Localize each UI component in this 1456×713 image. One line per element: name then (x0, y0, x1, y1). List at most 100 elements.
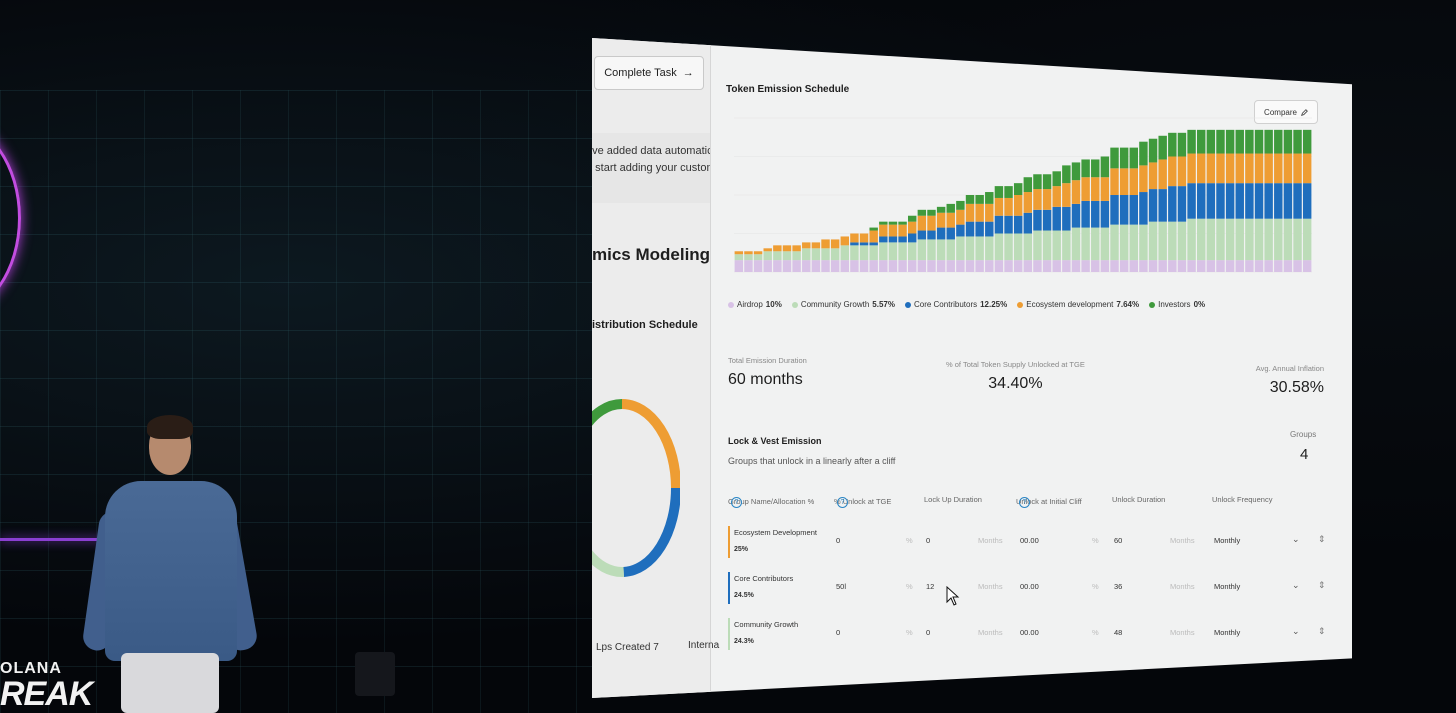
chart-bar-segment[interactable] (744, 260, 753, 272)
chart-bar-segment[interactable] (1245, 260, 1254, 272)
chart-bar-segment[interactable] (1110, 147, 1119, 169)
drag-handle-icon[interactable]: ⇕ (1318, 626, 1326, 636)
chart-bar-segment[interactable] (936, 206, 946, 213)
chart-bar-segment[interactable] (840, 260, 849, 272)
chart-bar-segment[interactable] (1177, 132, 1187, 157)
chart-bar-segment[interactable] (1264, 183, 1273, 219)
chart-bar-segment[interactable] (1197, 260, 1206, 272)
chart-bar-segment[interactable] (1187, 183, 1196, 219)
chart-bar-segment[interactable] (1042, 260, 1052, 272)
chart-bar-segment[interactable] (811, 260, 821, 272)
chart-bar-segment[interactable] (782, 260, 792, 272)
chart-bar-segment[interactable] (1177, 156, 1187, 187)
chart-bar-segment[interactable] (1139, 260, 1148, 272)
chart-bar-segment[interactable] (1225, 153, 1235, 184)
chart-bar-segment[interactable] (1302, 183, 1312, 219)
chart-bar-segment[interactable] (879, 260, 888, 272)
chart-bar-segment[interactable] (1139, 165, 1148, 193)
chart-bar-segment[interactable] (936, 239, 946, 261)
chart-bar-segment[interactable] (1293, 183, 1302, 219)
chart-bar-segment[interactable] (994, 260, 1004, 272)
chart-bar-segment[interactable] (1081, 200, 1090, 228)
chart-bar-segment[interactable] (802, 242, 811, 249)
chart-bar-segment[interactable] (1071, 180, 1081, 204)
chart-bar-segment[interactable] (1091, 227, 1100, 261)
chart-bar-segment[interactable] (1110, 168, 1119, 195)
chart-bar-segment[interactable] (1004, 186, 1013, 198)
chart-bar-segment[interactable] (850, 233, 859, 243)
chart-bar-segment[interactable] (1177, 221, 1187, 261)
chart-bar-segment[interactable] (1119, 260, 1129, 272)
help-icon[interactable]: ? (837, 497, 848, 508)
chart-bar-segment[interactable] (927, 239, 936, 261)
chart-bar-segment[interactable] (946, 212, 955, 228)
chart-bar-segment[interactable] (898, 224, 907, 237)
chart-bar-segment[interactable] (1023, 212, 1033, 234)
chart-bar-segment[interactable] (1283, 129, 1293, 154)
chart-bar-segment[interactable] (985, 192, 994, 204)
chart-bar-segment[interactable] (985, 236, 994, 261)
chart-bar-segment[interactable] (1042, 230, 1052, 261)
chart-bar-segment[interactable] (1110, 224, 1119, 261)
chart-bar-segment[interactable] (1013, 215, 1023, 234)
chart-bar-segment[interactable] (994, 186, 1004, 198)
chart-bar-segment[interactable] (802, 248, 811, 261)
complete-task-button[interactable]: Complete Task → (594, 56, 704, 90)
chevron-down-icon[interactable]: ⌄ (1292, 534, 1300, 544)
donut-segment[interactable] (568, 399, 623, 495)
chart-bar-segment[interactable] (1254, 183, 1264, 219)
chart-bar-segment[interactable] (1052, 206, 1061, 231)
chart-bar-segment[interactable] (898, 236, 907, 243)
chart-bar-segment[interactable] (1119, 147, 1129, 169)
chart-bar-segment[interactable] (821, 248, 830, 261)
chart-bar-segment[interactable] (1216, 260, 1225, 272)
chart-bar-segment[interactable] (1168, 156, 1177, 187)
chart-bar-segment[interactable] (908, 221, 917, 234)
unlock-tge-input[interactable]: 0 (836, 628, 841, 637)
chart-bar-segment[interactable] (1187, 218, 1196, 261)
chart-bar-segment[interactable] (946, 203, 955, 213)
chart-bar-segment[interactable] (1100, 260, 1110, 272)
chart-bar-segment[interactable] (1274, 260, 1283, 272)
chevron-down-icon[interactable]: ⌄ (1292, 580, 1300, 590)
chart-bar-segment[interactable] (773, 245, 782, 252)
chart-bar-segment[interactable] (1062, 230, 1071, 261)
chart-bar-segment[interactable] (994, 233, 1004, 261)
chart-bar-segment[interactable] (1148, 221, 1158, 261)
chart-bar-segment[interactable] (1206, 260, 1216, 272)
chart-bar-segment[interactable] (1235, 129, 1244, 154)
chart-bar-segment[interactable] (917, 209, 927, 216)
chart-bar-segment[interactable] (1062, 165, 1071, 184)
chart-bar-segment[interactable] (936, 212, 946, 228)
chart-bar-segment[interactable] (908, 215, 917, 222)
chart-bar-segment[interactable] (975, 260, 984, 272)
chart-bar-segment[interactable] (1187, 129, 1196, 154)
chart-bar-segment[interactable] (1158, 135, 1167, 160)
chart-bar-segment[interactable] (1004, 233, 1013, 261)
chart-bar-segment[interactable] (1302, 129, 1312, 154)
chart-bar-segment[interactable] (917, 230, 927, 240)
donut-segment[interactable] (568, 494, 624, 577)
chart-bar-segment[interactable] (898, 260, 907, 272)
chart-bar-segment[interactable] (1302, 260, 1312, 272)
chart-bar-segment[interactable] (734, 254, 744, 261)
chart-bar-segment[interactable] (850, 260, 859, 272)
chart-bar-segment[interactable] (1129, 168, 1138, 195)
duration-input[interactable]: 60 (1114, 536, 1123, 545)
chart-bar-segment[interactable] (1062, 206, 1071, 231)
chart-bar-segment[interactable] (869, 230, 878, 243)
chart-bar-segment[interactable] (1225, 129, 1235, 154)
footer-right-tab[interactable]: Interna (688, 640, 720, 651)
chart-bar-segment[interactable] (1216, 218, 1225, 261)
chart-bar-segment[interactable] (1254, 153, 1264, 184)
chart-bar-segment[interactable] (1216, 129, 1225, 154)
chart-bar-segment[interactable] (927, 260, 936, 272)
chart-bar-segment[interactable] (1110, 260, 1119, 272)
chart-bar-segment[interactable] (1197, 218, 1206, 261)
compare-button[interactable]: Compare (1254, 100, 1318, 124)
cliff-input[interactable]: 00.00 (1020, 628, 1039, 637)
legend-item[interactable]: Airdrop 10% (728, 300, 782, 309)
chart-bar-segment[interactable] (850, 242, 859, 246)
chart-bar-segment[interactable] (965, 260, 975, 272)
chart-bar-segment[interactable] (879, 236, 888, 243)
